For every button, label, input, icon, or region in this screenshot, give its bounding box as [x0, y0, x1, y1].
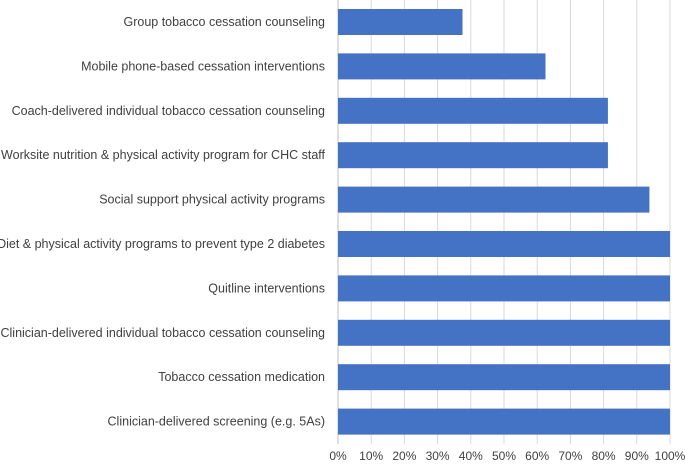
bar: [338, 275, 670, 302]
x-tick-label: 80%: [592, 449, 616, 463]
bar: [338, 319, 670, 346]
x-tick-label: 30%: [426, 449, 450, 463]
category-labels: Group tobacco cessation counseling Mobile…: [0, 15, 326, 429]
x-tick-label: 50%: [492, 449, 516, 463]
x-axis-tick-labels: 0% 10% 20% 30% 40% 50% 60% 70% 80% 90% 100%: [329, 449, 685, 463]
x-tick-label: 90%: [625, 449, 649, 463]
bars: [338, 9, 670, 435]
category-label: Quitline interventions: [208, 281, 325, 295]
x-tick-label: 60%: [525, 449, 549, 463]
category-label: Worksite nutrition & physical activity p…: [1, 148, 325, 162]
x-tick-label: 70%: [558, 449, 582, 463]
bar: [338, 186, 650, 213]
category-label: Social support physical activity program…: [99, 193, 325, 207]
bar: [338, 97, 608, 124]
x-tick-label: 100%: [655, 449, 685, 463]
x-tick-label: 0%: [329, 449, 347, 463]
bar: [338, 231, 670, 257]
x-tick-label: 40%: [459, 449, 483, 463]
category-label: Tobacco cessation medication: [158, 370, 325, 384]
category-label: Group tobacco cessation counseling: [123, 15, 325, 29]
category-label: Mobile phone-based cessation interventio…: [81, 59, 325, 73]
bar: [338, 9, 463, 35]
category-label: Clinician-delivered individual tobacco c…: [1, 326, 326, 340]
x-tick-label: 20%: [392, 449, 416, 463]
category-label: Clinician-delivered screening (e.g. 5As): [108, 415, 325, 429]
x-tick-label: 10%: [359, 449, 383, 463]
bar: [338, 408, 670, 435]
bar: [338, 364, 670, 391]
category-label: Diet & physical activity programs to pre…: [0, 237, 325, 251]
category-label: Coach-delivered individual tobacco cessa…: [12, 104, 325, 118]
bar: [338, 142, 608, 169]
bar: [338, 53, 546, 80]
